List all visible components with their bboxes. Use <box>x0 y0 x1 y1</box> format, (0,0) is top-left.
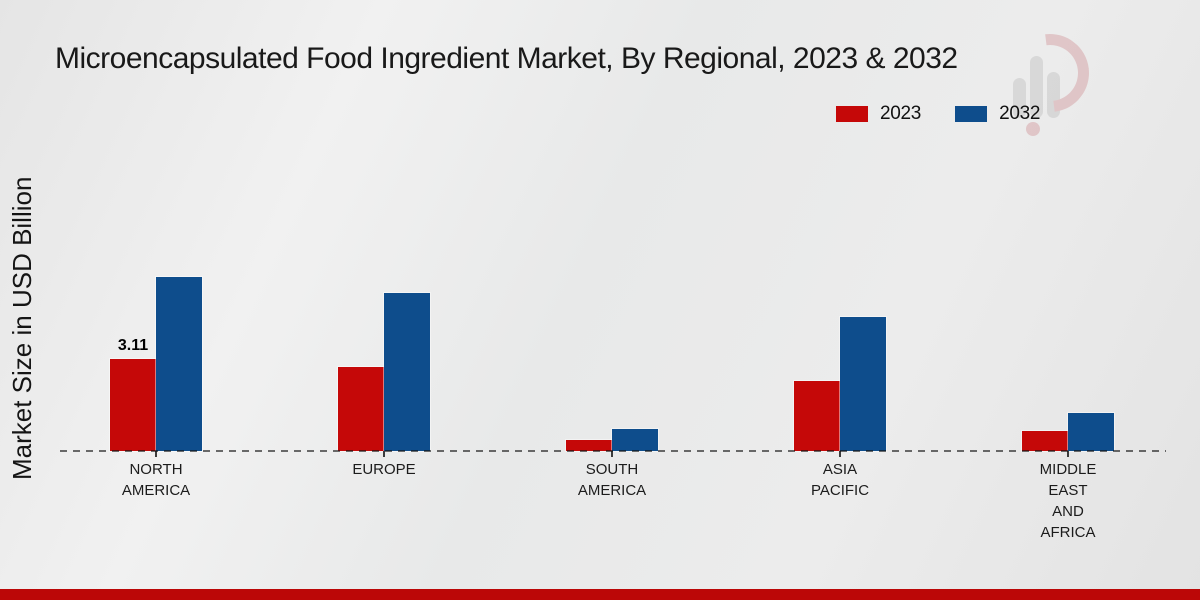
y-axis-label: Market Size in USD Billion <box>7 176 37 480</box>
legend-label-2032: 2032 <box>999 103 1041 124</box>
chart-title: Microencapsulated Food Ingredient Market… <box>55 42 958 75</box>
watermark-bar-icon <box>1047 72 1060 118</box>
bar-2023-south-america <box>566 440 612 451</box>
bar-2032-north-america <box>156 277 202 451</box>
category-label-south-america: SOUTH AMERICA <box>577 461 647 499</box>
x-axis-tick-asia-pacific <box>839 451 841 457</box>
bar-2023-north-america <box>110 359 156 451</box>
bar-2023-europe <box>338 367 384 451</box>
legend-swatch-2023 <box>836 106 868 122</box>
x-axis-baseline <box>60 450 1166 452</box>
legend-item-2032: 2032 <box>955 103 1040 125</box>
watermark-bar-icon <box>1030 56 1043 118</box>
legend-item-2023: 2023 <box>836 103 921 125</box>
x-axis-tick-middle-east-and-africa <box>1067 451 1069 457</box>
category-label-middle-east-and-africa: MIDDLE EAST AND AFRICA <box>1039 461 1097 541</box>
watermark-dot-icon <box>1026 122 1040 136</box>
data-label-2023-north-america: 3.11 <box>117 337 149 354</box>
category-label-europe: EUROPE <box>352 461 416 478</box>
watermark-bar-icon <box>1013 78 1026 118</box>
bar-2023-asia-pacific <box>794 381 840 451</box>
bar-2032-middle-east-and-africa <box>1068 413 1114 451</box>
legend: 2023 2032 <box>836 103 1040 125</box>
x-axis-tick-north-america <box>155 451 157 457</box>
bar-2032-asia-pacific <box>840 317 886 451</box>
bar-2032-south-america <box>612 429 658 451</box>
x-axis-tick-south-america <box>611 451 613 457</box>
x-axis-tick-europe <box>383 451 385 457</box>
category-label-asia-pacific: ASIA PACIFIC <box>810 461 870 499</box>
bar-2023-middle-east-and-africa <box>1022 431 1068 451</box>
watermark-logo <box>995 18 1105 136</box>
legend-label-2023: 2023 <box>880 103 922 124</box>
category-label-north-america: NORTH AMERICA <box>121 461 191 499</box>
bar-2032-europe <box>384 293 430 451</box>
legend-swatch-2032 <box>955 106 988 122</box>
footer-bar <box>0 589 1200 600</box>
